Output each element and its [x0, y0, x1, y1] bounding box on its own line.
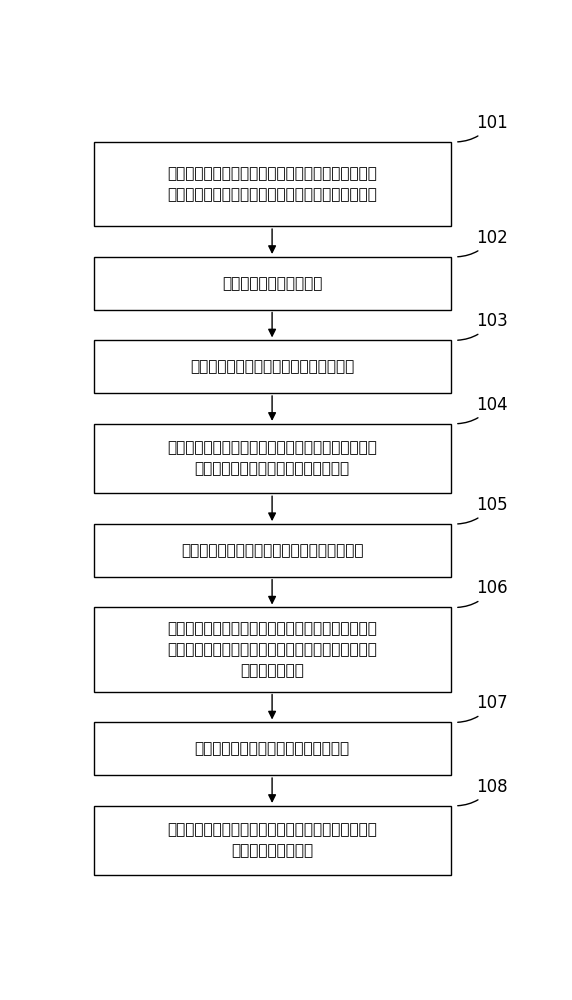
- FancyBboxPatch shape: [94, 257, 451, 310]
- Text: 106: 106: [458, 579, 508, 607]
- FancyBboxPatch shape: [94, 424, 451, 493]
- Text: 108: 108: [458, 778, 508, 806]
- Text: 102: 102: [458, 229, 508, 257]
- Text: 判断所述电水壶的断电时长是否达到预设时间: 判断所述电水壶的断电时长是否达到预设时间: [181, 543, 363, 558]
- Text: 101: 101: [458, 114, 508, 142]
- Text: 若已达到所述预设时间，获取当前所述电水壶内液体
的第二温度，并确定所述第二温度与所述第一温度之
间的第二温度差: 若已达到所述预设时间，获取当前所述电水壶内液体 的第二温度，并确定所述第二温度与…: [167, 621, 377, 678]
- FancyBboxPatch shape: [94, 524, 451, 577]
- Text: 107: 107: [458, 694, 508, 722]
- FancyBboxPatch shape: [94, 340, 451, 393]
- FancyBboxPatch shape: [94, 142, 451, 226]
- FancyBboxPatch shape: [94, 806, 451, 875]
- Text: 104: 104: [458, 396, 508, 424]
- Text: 105: 105: [458, 496, 508, 524]
- FancyBboxPatch shape: [94, 722, 451, 775]
- Text: 若已达到所述第一加热时间，控制所述电水壶断电并
利用发热管的余热对所述液体继续加热: 若已达到所述第一加热时间，控制所述电水壶断电并 利用发热管的余热对所述液体继续加…: [167, 441, 377, 477]
- Text: 103: 103: [458, 312, 508, 340]
- Text: 控制所述电水壶再次启动加热，以使所述电水壶内的
液体加热至目标温度: 控制所述电水壶再次启动加热，以使所述电水壶内的 液体加热至目标温度: [167, 823, 377, 859]
- Text: 控制所述电水壶启动加热: 控制所述电水壶启动加热: [222, 276, 322, 291]
- Text: 判断加热时长是否达到所述第一加热时间: 判断加热时长是否达到所述第一加热时间: [190, 359, 354, 374]
- FancyBboxPatch shape: [94, 607, 451, 692]
- Text: 基于所述第二温度差确定第二加热时间: 基于所述第二温度差确定第二加热时间: [194, 741, 349, 756]
- Text: 获取所述电水壶内液体的第一温度，并基于目标温度
与所述第一温度之间的第一温度差确定第一加热时间: 获取所述电水壶内液体的第一温度，并基于目标温度 与所述第一温度之间的第一温度差确…: [167, 166, 377, 202]
